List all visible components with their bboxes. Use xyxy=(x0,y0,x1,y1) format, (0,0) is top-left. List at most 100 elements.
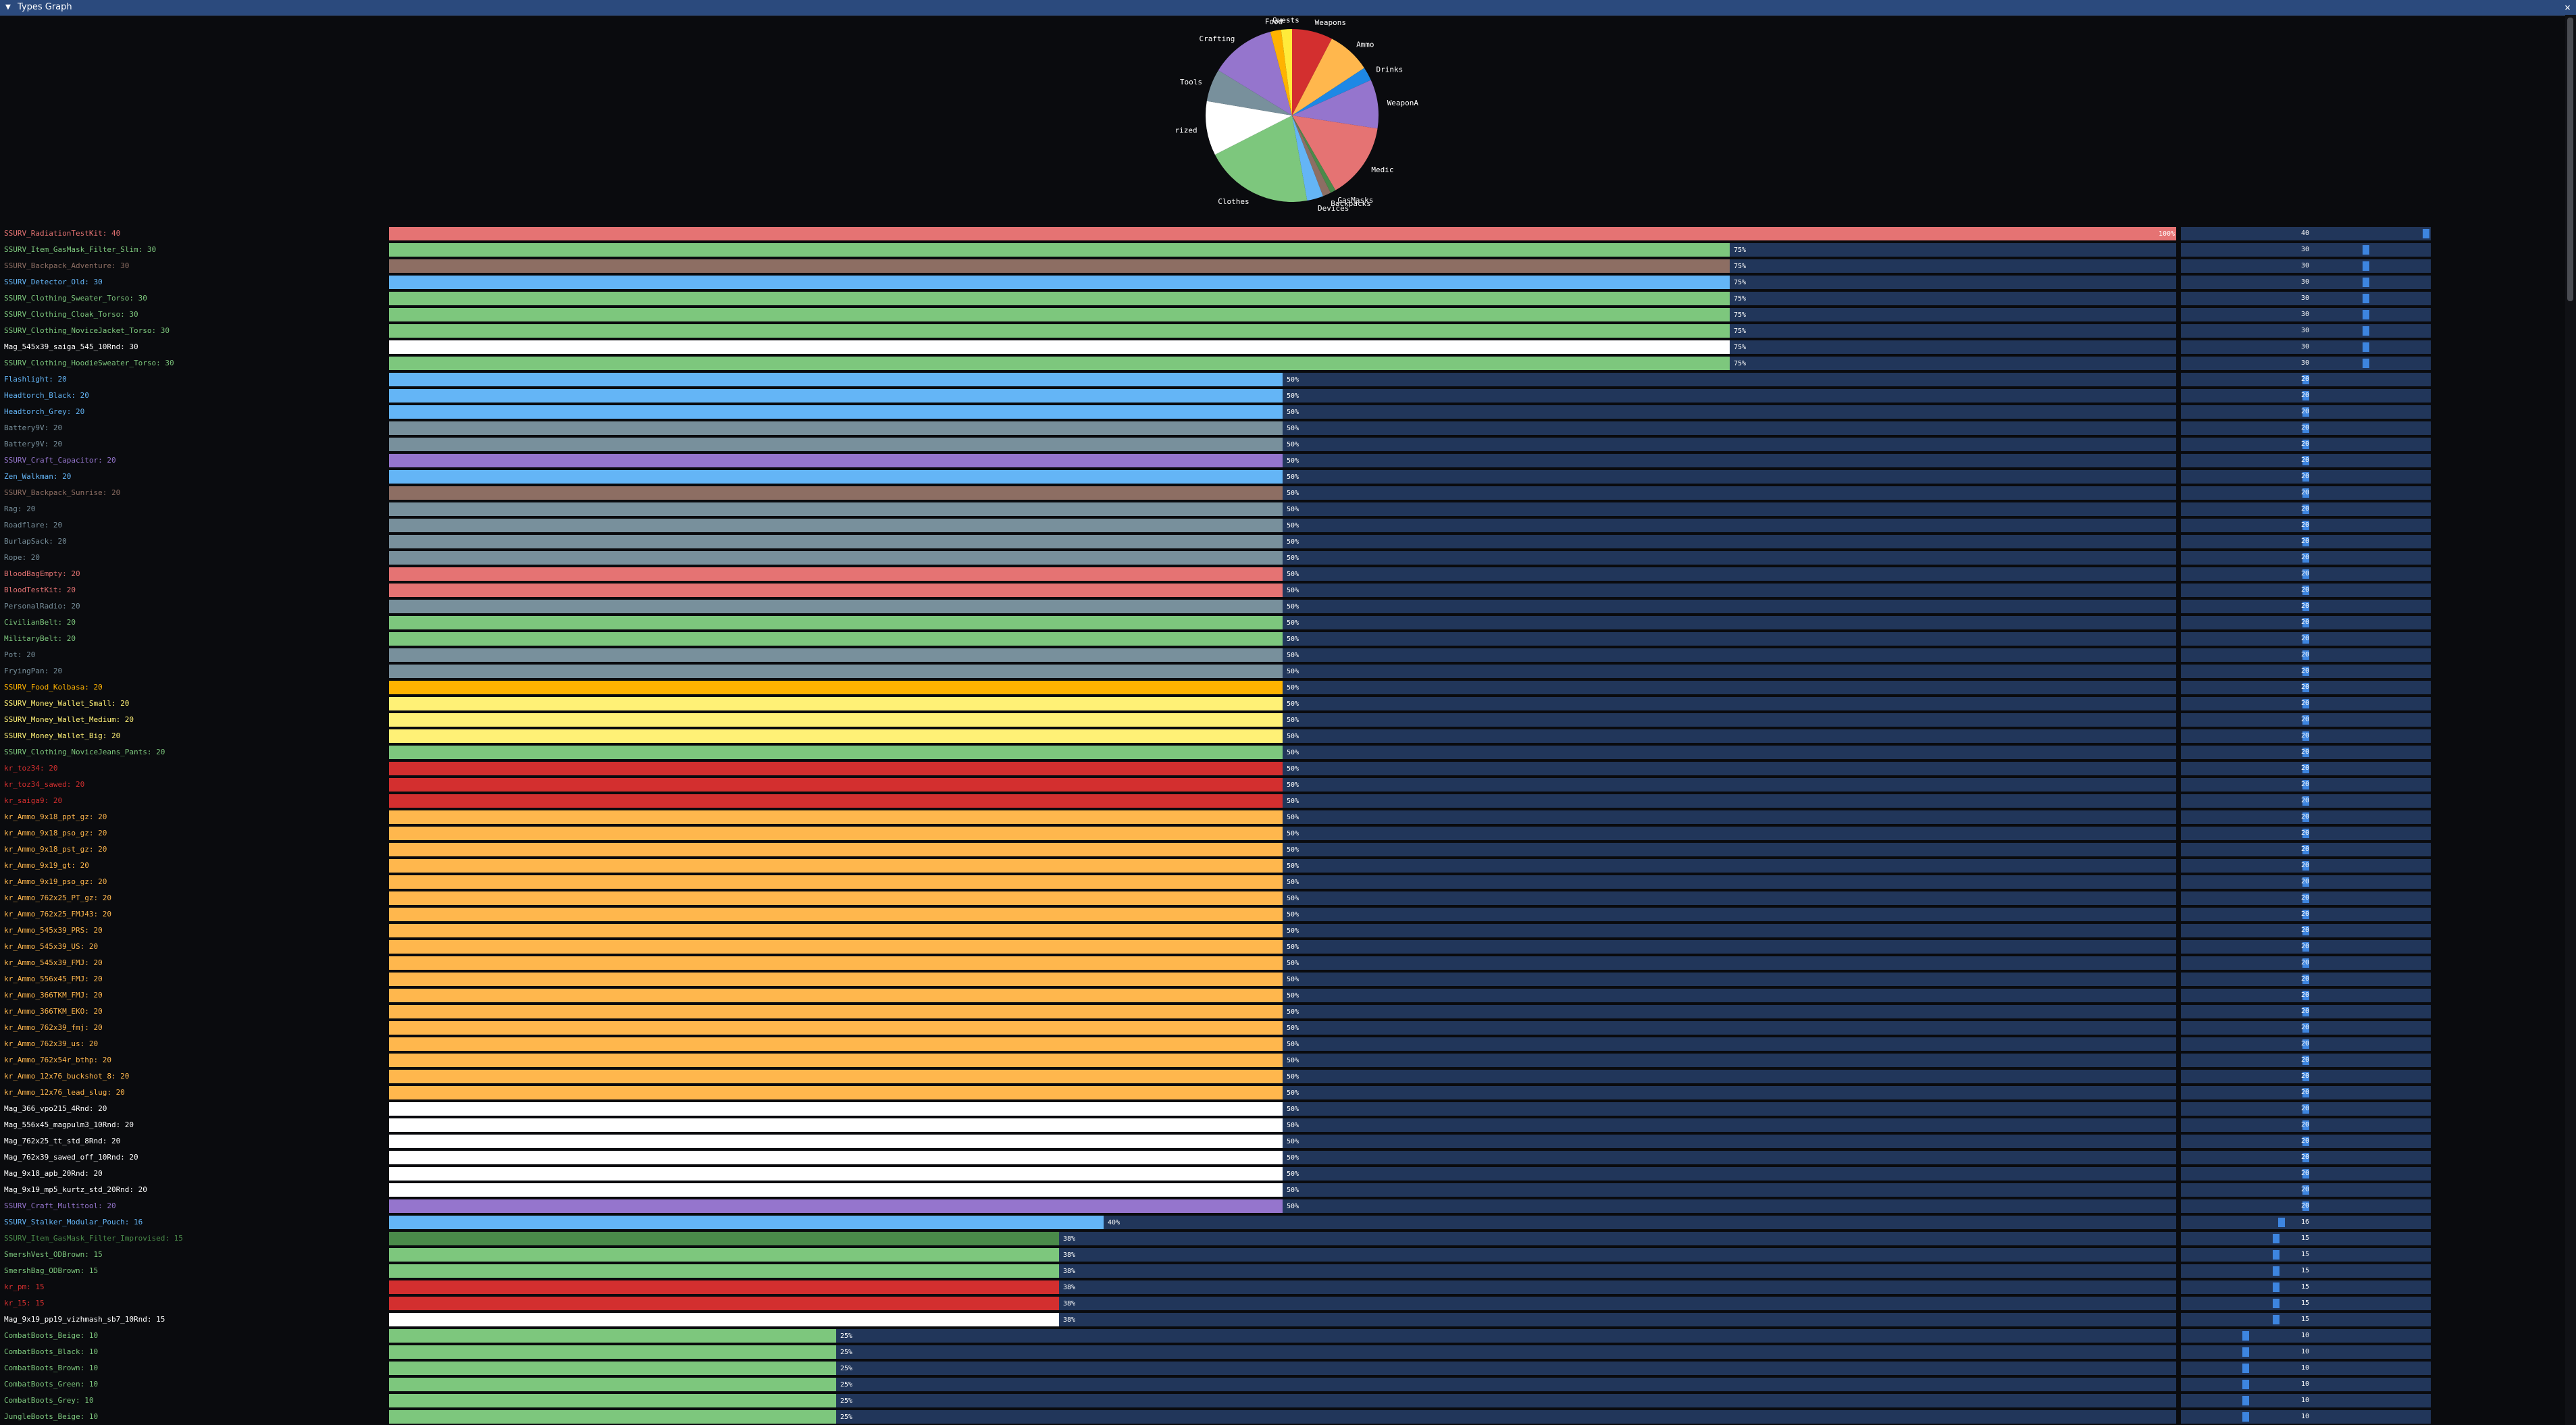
slider-grab-handle[interactable] xyxy=(2242,1396,2249,1405)
slider-grab-handle[interactable] xyxy=(2302,910,2309,919)
slider-grab-handle[interactable] xyxy=(2302,715,2309,725)
count-slider[interactable]: 20 xyxy=(2181,827,2431,840)
slider-grab-handle[interactable] xyxy=(2273,1250,2279,1260)
slider-grab-handle[interactable] xyxy=(2302,764,2309,773)
count-slider[interactable]: 30 xyxy=(2181,324,2431,338)
count-slider[interactable]: 20 xyxy=(2181,470,2431,484)
slider-grab-handle[interactable] xyxy=(2302,1153,2309,1162)
count-slider[interactable]: 10 xyxy=(2181,1329,2431,1343)
count-slider[interactable]: 20 xyxy=(2181,1005,2431,1018)
slider-grab-handle[interactable] xyxy=(2363,245,2369,255)
slider-grab-handle[interactable] xyxy=(2242,1380,2249,1389)
slider-grab-handle[interactable] xyxy=(2302,893,2309,903)
count-slider[interactable]: 20 xyxy=(2181,1118,2431,1132)
count-slider[interactable]: 20 xyxy=(2181,438,2431,451)
count-slider[interactable]: 20 xyxy=(2181,908,2431,921)
slider-grab-handle[interactable] xyxy=(2302,667,2309,676)
vertical-scrollbar[interactable] xyxy=(2565,15,2576,1425)
slider-grab-handle[interactable] xyxy=(2302,1023,2309,1033)
slider-grab-handle[interactable] xyxy=(2302,375,2309,384)
count-slider[interactable]: 20 xyxy=(2181,956,2431,970)
count-slider[interactable]: 30 xyxy=(2181,357,2431,370)
slider-grab-handle[interactable] xyxy=(2302,650,2309,660)
slider-grab-handle[interactable] xyxy=(2273,1266,2279,1276)
slider-grab-handle[interactable] xyxy=(2302,845,2309,854)
count-slider[interactable]: 20 xyxy=(2181,713,2431,727)
count-slider[interactable]: 20 xyxy=(2181,891,2431,905)
slider-grab-handle[interactable] xyxy=(2302,1120,2309,1130)
slider-grab-handle[interactable] xyxy=(2302,504,2309,514)
slider-grab-handle[interactable] xyxy=(2302,553,2309,563)
slider-grab-handle[interactable] xyxy=(2273,1282,2279,1292)
slider-grab-handle[interactable] xyxy=(2302,440,2309,449)
count-slider[interactable]: 20 xyxy=(2181,551,2431,565)
slider-grab-handle[interactable] xyxy=(2242,1412,2249,1422)
slider-grab-handle[interactable] xyxy=(2302,1201,2309,1211)
slider-grab-handle[interactable] xyxy=(2273,1315,2279,1324)
count-slider[interactable]: 15 xyxy=(2181,1232,2431,1245)
close-icon[interactable]: × xyxy=(2564,1,2571,14)
slider-grab-handle[interactable] xyxy=(2423,229,2429,238)
slider-grab-handle[interactable] xyxy=(2242,1331,2249,1341)
slider-grab-handle[interactable] xyxy=(2242,1347,2249,1357)
slider-grab-handle[interactable] xyxy=(2302,618,2309,627)
slider-grab-handle[interactable] xyxy=(2363,310,2369,319)
slider-grab-handle[interactable] xyxy=(2302,926,2309,935)
count-slider[interactable]: 20 xyxy=(2181,1135,2431,1148)
slider-grab-handle[interactable] xyxy=(2302,602,2309,611)
count-slider[interactable]: 20 xyxy=(2181,1151,2431,1164)
count-slider[interactable]: 20 xyxy=(2181,535,2431,548)
scrollbar-thumb[interactable] xyxy=(2567,18,2573,301)
count-slider[interactable]: 20 xyxy=(2181,632,2431,646)
slider-grab-handle[interactable] xyxy=(2302,407,2309,417)
count-slider[interactable]: 20 xyxy=(2181,405,2431,419)
count-slider[interactable]: 20 xyxy=(2181,778,2431,792)
slider-grab-handle[interactable] xyxy=(2302,796,2309,806)
slider-grab-handle[interactable] xyxy=(2363,326,2369,336)
count-slider[interactable]: 20 xyxy=(2181,746,2431,759)
count-slider[interactable]: 20 xyxy=(2181,519,2431,532)
slider-grab-handle[interactable] xyxy=(2302,537,2309,546)
count-slider[interactable]: 20 xyxy=(2181,697,2431,710)
count-slider[interactable]: 20 xyxy=(2181,859,2431,873)
slider-grab-handle[interactable] xyxy=(2302,699,2309,708)
slider-grab-handle[interactable] xyxy=(2302,1104,2309,1114)
window-titlebar[interactable]: ▼ Types Graph × xyxy=(0,0,2576,16)
slider-grab-handle[interactable] xyxy=(2363,261,2369,271)
collapse-arrow-icon[interactable]: ▼ xyxy=(5,2,11,12)
count-slider[interactable]: 30 xyxy=(2181,243,2431,257)
slider-grab-handle[interactable] xyxy=(2302,1072,2309,1081)
slider-grab-handle[interactable] xyxy=(2302,1007,2309,1016)
slider-grab-handle[interactable] xyxy=(2363,294,2369,303)
count-slider[interactable]: 20 xyxy=(2181,1037,2431,1051)
count-slider[interactable]: 20 xyxy=(2181,600,2431,613)
count-slider[interactable]: 20 xyxy=(2181,648,2431,662)
count-slider[interactable]: 15 xyxy=(2181,1280,2431,1294)
slider-grab-handle[interactable] xyxy=(2302,748,2309,757)
count-slider[interactable]: 20 xyxy=(2181,1183,2431,1197)
count-slider[interactable]: 20 xyxy=(2181,389,2431,403)
slider-grab-handle[interactable] xyxy=(2302,991,2309,1000)
count-slider[interactable]: 20 xyxy=(2181,810,2431,824)
count-slider[interactable]: 20 xyxy=(2181,1199,2431,1213)
count-slider[interactable]: 20 xyxy=(2181,973,2431,986)
slider-grab-handle[interactable] xyxy=(2302,1056,2309,1065)
slider-grab-handle[interactable] xyxy=(2302,780,2309,789)
count-slider[interactable]: 20 xyxy=(2181,1021,2431,1035)
count-slider[interactable]: 10 xyxy=(2181,1362,2431,1375)
slider-grab-handle[interactable] xyxy=(2302,683,2309,692)
slider-grab-handle[interactable] xyxy=(2302,634,2309,644)
slider-grab-handle[interactable] xyxy=(2363,278,2369,287)
slider-grab-handle[interactable] xyxy=(2302,958,2309,968)
count-slider[interactable]: 20 xyxy=(2181,665,2431,678)
count-slider[interactable]: 20 xyxy=(2181,454,2431,467)
count-slider[interactable]: 20 xyxy=(2181,843,2431,856)
count-slider[interactable]: 20 xyxy=(2181,502,2431,516)
count-slider[interactable]: 20 xyxy=(2181,924,2431,937)
slider-grab-handle[interactable] xyxy=(2363,359,2369,368)
slider-grab-handle[interactable] xyxy=(2302,829,2309,838)
count-slider[interactable]: 20 xyxy=(2181,989,2431,1002)
slider-grab-handle[interactable] xyxy=(2242,1364,2249,1373)
count-slider[interactable]: 20 xyxy=(2181,1167,2431,1181)
count-slider[interactable]: 30 xyxy=(2181,340,2431,354)
